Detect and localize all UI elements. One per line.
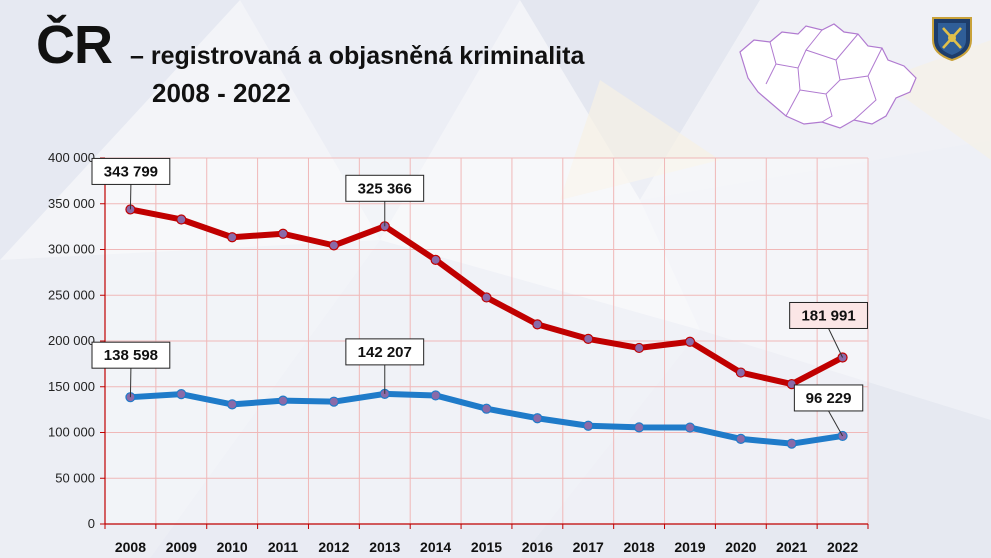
data-label: 325 366 [345, 174, 425, 227]
y-tick-label: 50 000 [55, 470, 95, 485]
data-label: 343 799 [91, 157, 171, 210]
y-tick-label: 400 000 [48, 150, 95, 165]
y-tick-label: 100 000 [48, 425, 95, 440]
x-tick-label: 2019 [674, 539, 705, 555]
data-point [328, 396, 339, 407]
x-tick-label: 2014 [420, 539, 451, 555]
x-tick-label: 2016 [522, 539, 553, 555]
data-point [277, 228, 289, 239]
chart-annotations: 343 799 325 366 181 991 138 598 142 207 96 22… [91, 157, 868, 437]
y-tick-label: 350 000 [48, 196, 95, 211]
data-point [684, 422, 696, 433]
data-point [633, 422, 645, 433]
x-tick-label: 2012 [318, 539, 349, 555]
data-label-box [91, 341, 171, 369]
y-tick-label: 0 [88, 516, 95, 531]
data-label-box [91, 157, 171, 185]
x-tick-label: 2015 [471, 539, 502, 555]
data-point [786, 438, 797, 449]
data-label-leader [828, 328, 844, 358]
data-point [532, 319, 543, 330]
x-tick-label: 2018 [624, 539, 655, 555]
x-tick-label: 2017 [573, 539, 604, 555]
czech-map-icon [739, 23, 917, 129]
data-point [532, 413, 543, 424]
data-point [328, 240, 339, 251]
data-label-text: 343 799 [104, 163, 158, 180]
x-tick-label: 2021 [776, 539, 807, 555]
data-label-box [793, 384, 864, 412]
data-label: 96 229 [793, 384, 864, 437]
data-label-text: 181 991 [801, 307, 855, 324]
data-label-text: 138 598 [104, 347, 158, 364]
data-point [176, 389, 187, 400]
data-point [481, 292, 492, 303]
title-main: ČR [36, 15, 113, 75]
x-tick-label: 2013 [369, 539, 400, 555]
data-label: 138 598 [91, 341, 171, 398]
y-tick-label: 250 000 [48, 287, 95, 302]
data-point [227, 399, 238, 410]
x-tick-label: 2022 [827, 539, 858, 555]
y-tick-label: 300 000 [48, 242, 95, 257]
y-tick-label: 200 000 [48, 333, 95, 348]
title-subtitle: – registrovaná a objasněná kriminalita [130, 42, 585, 70]
data-label: 142 207 [345, 338, 425, 394]
x-tick-label: 2009 [166, 539, 197, 555]
y-axis-ticks: 0 50 000 100 000 150 000 200 000 250 000 300 0… [48, 150, 105, 531]
data-label-box [789, 301, 868, 329]
data-label-text: 325 366 [358, 180, 412, 197]
data-point [583, 420, 594, 431]
data-point [430, 254, 441, 265]
x-axis-ticks: 2008 2009 2010 2011 2012 2013 2014 2015 2016 2017… [104, 524, 869, 555]
data-label-box [345, 338, 425, 366]
data-point [430, 390, 441, 401]
x-tick-label: 2008 [115, 539, 146, 555]
title-years: 2008 - 2022 [152, 78, 291, 108]
data-point [735, 433, 746, 445]
chart-grid [105, 157, 869, 524]
x-tick-label: 2020 [725, 539, 756, 555]
data-label: 181 991 [789, 301, 868, 358]
data-label-leader [828, 410, 844, 437]
chart-series [125, 204, 848, 449]
data-label-text: 96 229 [806, 390, 852, 407]
data-point [481, 403, 492, 414]
data-point [176, 214, 187, 225]
data-label-text: 142 207 [358, 344, 412, 361]
x-tick-label: 2010 [217, 539, 248, 555]
data-label-box [345, 174, 425, 202]
police-emblem-icon [932, 17, 972, 62]
data-point [684, 336, 696, 347]
data-point [735, 367, 746, 378]
data-point [583, 333, 594, 344]
y-tick-label: 150 000 [48, 379, 95, 394]
data-point [633, 342, 645, 354]
x-tick-label: 2011 [268, 539, 299, 555]
data-point [277, 395, 289, 406]
data-point [227, 232, 238, 243]
